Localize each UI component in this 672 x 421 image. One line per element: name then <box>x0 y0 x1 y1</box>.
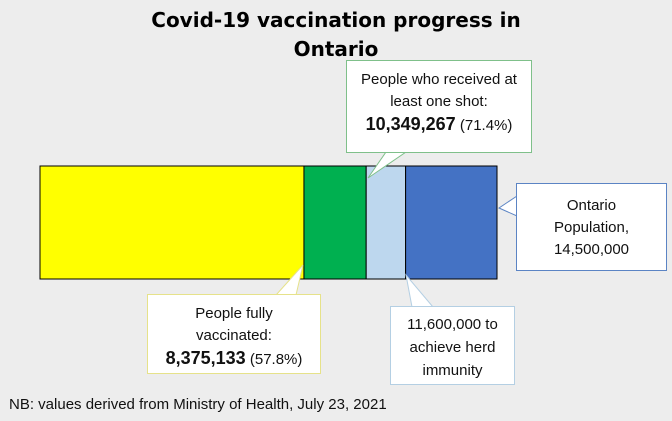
callout-fully-vaccinated: People fully vaccinated: 8,375,133 (57.8… <box>147 294 321 374</box>
callout-one-dose-value: 10,349,267 <box>365 114 456 134</box>
footnote: NB: values derived from Ministry of Heal… <box>9 396 387 413</box>
bar-one-shot <box>303 165 367 280</box>
callout-pointer-herd <box>405 273 435 308</box>
callout-fully-line2: vaccinated: <box>196 327 272 344</box>
bar-herd-immunity <box>365 165 407 280</box>
callout-population-line3: 14,500,000 <box>553 241 630 258</box>
callout-herd-line1: 11,600,000 to <box>407 316 498 333</box>
callout-herd-line2: achieve herd <box>409 339 496 356</box>
callout-herd-line3: immunity <box>422 362 483 379</box>
callout-pointer-population <box>497 195 518 217</box>
callout-one-dose-line1: People who received at <box>361 71 517 88</box>
callout-fully-line1: People fully <box>195 305 273 322</box>
callout-one-dose: People who received at least one shot: 1… <box>346 60 532 153</box>
callout-one-dose-pct: (71.4%) <box>459 117 513 134</box>
chart-title: Covid-19 vaccination progress in Ontario <box>151 8 521 61</box>
bar-population <box>405 165 498 280</box>
callout-one-dose-line2: least one shot: <box>390 93 488 110</box>
callout-fully-value: 8,375,133 <box>165 348 246 368</box>
callout-population: Ontario Population, 14,500,000 <box>516 183 667 271</box>
callout-herd-immunity: 11,600,000 to achieve herd immunity <box>390 306 515 385</box>
callout-population-line1: Ontario <box>566 197 617 214</box>
bar-fully-vaccinated <box>39 165 305 280</box>
callout-population-line2: Population, <box>553 219 630 236</box>
callout-fully-pct: (57.8%) <box>249 351 303 368</box>
